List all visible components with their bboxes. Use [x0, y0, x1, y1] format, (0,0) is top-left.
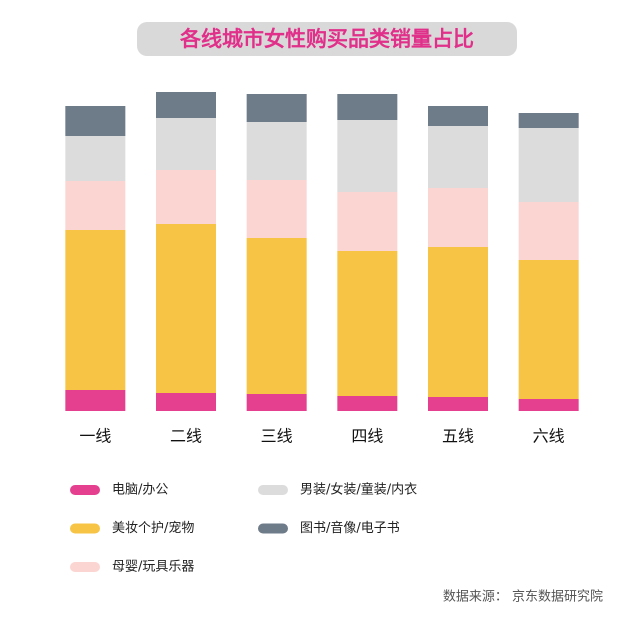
legend-swatch: [70, 523, 100, 534]
bar-segment: [246, 122, 307, 180]
x-tick-label: 三线: [261, 427, 293, 446]
bar-segment: [428, 397, 488, 411]
source-note: 数据来源： 京东数据研究院: [443, 590, 603, 605]
bar-segment: [428, 247, 488, 397]
bar-segment: [65, 106, 126, 136]
bar-segment: [65, 136, 126, 181]
bar-segment: [337, 94, 398, 120]
bar-segment: [156, 118, 216, 170]
bar-segment: [428, 106, 488, 126]
x-tick-label: 一线: [79, 427, 111, 446]
bar-segment: [156, 92, 216, 118]
legend-label: 母婴/玩具乐器: [112, 560, 194, 575]
bar-segment: [518, 128, 579, 202]
bar-segment: [65, 181, 126, 230]
bar-segment: [156, 393, 216, 411]
bar-segment: [518, 113, 579, 128]
bar-segment: [518, 399, 579, 411]
bar-segment: [65, 230, 126, 390]
legend-label: 美妆个护/宠物: [112, 520, 194, 536]
legend-swatch: [258, 485, 288, 495]
legend-label: 图书/音像/电子书: [300, 520, 400, 536]
bar-segment: [156, 224, 216, 393]
bar-segment: [246, 180, 307, 238]
bar-segment: [246, 394, 307, 411]
x-tick-label: 五线: [442, 427, 474, 446]
legend-swatch: [258, 523, 288, 534]
x-tick-label: 六线: [533, 427, 565, 446]
bar-segment: [428, 188, 488, 247]
bar-segment: [246, 238, 307, 394]
bar-segment: [428, 126, 488, 188]
legend-swatch: [70, 485, 100, 495]
bar-segment: [337, 192, 398, 251]
bar-segment: [65, 390, 126, 411]
legend-label: 男装/女装/童装/内衣: [300, 482, 417, 498]
bar-segment: [337, 251, 398, 396]
legend-swatch: [70, 562, 100, 572]
bar-segment: [337, 396, 398, 411]
title-background: [137, 22, 517, 56]
chart-title: 各线城市女性购买品类销量占比: [179, 27, 474, 51]
legend-label: 电脑/办公: [112, 483, 168, 498]
bar-segment: [337, 120, 398, 192]
x-tick-label: 二线: [170, 427, 202, 446]
bar-segment: [156, 170, 216, 224]
bar-segment: [246, 94, 307, 122]
x-tick-label: 四线: [351, 427, 383, 446]
bar-segment: [518, 202, 579, 260]
bar-segment: [518, 260, 579, 399]
